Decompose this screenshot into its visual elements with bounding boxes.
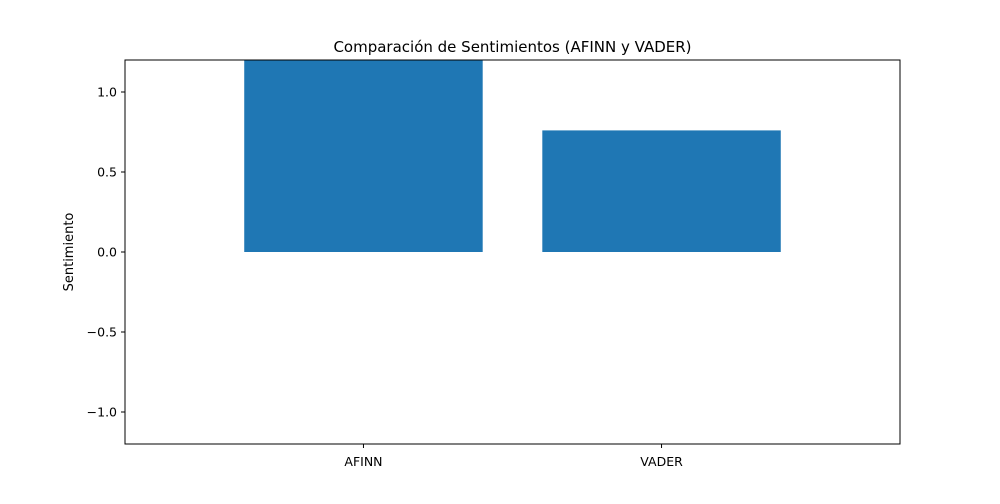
y-tick-label: 0.0 [97,245,117,260]
y-axis-label: Sentimiento [62,213,77,292]
y-tick-label: −1.0 [87,405,117,420]
y-axis-ticks: 1.0 0.5 0.0 −0.5 −1.0 [87,85,125,420]
chart-title: Comparación de Sentimientos (AFINN y VAD… [333,38,691,56]
bar-afinn [244,60,483,252]
x-tick-label-vader: VADER [640,454,683,469]
bars-group [244,60,781,252]
bar-vader [542,130,781,252]
plot-area-frame [124,59,901,445]
x-axis-ticks: AFINN VADER [344,444,683,469]
y-tick-label: 1.0 [97,85,117,100]
y-tick-label: 0.5 [97,165,117,180]
y-tick-label: −0.5 [87,325,117,340]
x-tick-label-afinn: AFINN [344,454,382,469]
